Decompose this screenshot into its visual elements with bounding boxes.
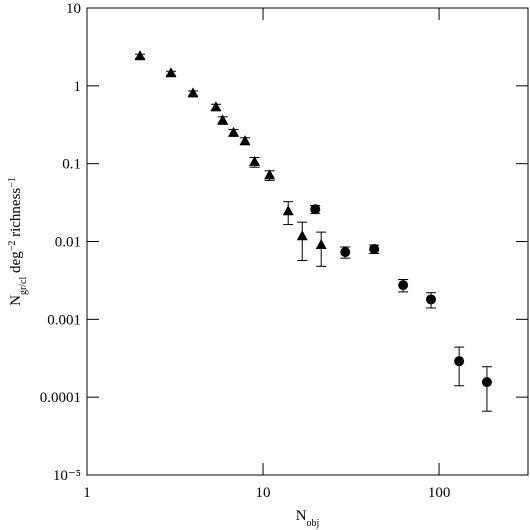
x-tick-label: 10 <box>256 485 271 501</box>
y-axis-label-part: deg <box>8 251 24 277</box>
y-axis-label-part: richness <box>8 188 24 241</box>
circle-marker <box>310 204 321 215</box>
circle-marker <box>454 356 465 367</box>
triangle-marker <box>165 67 177 78</box>
x-tick-label: 1 <box>83 485 91 501</box>
x-axis-label-part: N <box>296 508 307 524</box>
triangle-marker <box>134 50 146 61</box>
circle-marker <box>426 294 437 305</box>
x-axis-label-part: obj <box>307 518 320 529</box>
triangle-marker <box>187 87 199 98</box>
y-tick-label: 10 <box>66 1 81 17</box>
triangle-marker <box>217 114 229 125</box>
y-tick-label: 1 <box>74 79 82 95</box>
y-axis-label-part: −2 <box>7 241 18 252</box>
y-tick-label: 0.01 <box>55 235 81 251</box>
y-tick-label: 0.1 <box>62 157 81 173</box>
triangle-marker <box>315 239 327 250</box>
y-tick-label: 10⁻⁵ <box>53 468 81 484</box>
circle-marker <box>369 244 380 255</box>
error-bar <box>481 366 492 412</box>
triangle-marker <box>296 230 308 241</box>
triangle-marker <box>239 135 251 146</box>
triangle-marker <box>210 101 222 112</box>
y-tick-label: 0.0001 <box>40 390 81 406</box>
plot-frame <box>86 7 529 476</box>
x-axis-label: Nobj <box>296 508 320 529</box>
circle-marker <box>340 247 351 258</box>
triangle-marker <box>228 126 240 137</box>
circle-marker <box>481 377 492 388</box>
error-bar <box>316 231 327 267</box>
error-bar <box>297 221 308 262</box>
triangle-marker <box>249 156 261 167</box>
y-axis-label: Ngr/cl deg−2 richness−1 <box>7 177 29 306</box>
error-bar <box>454 346 465 387</box>
y-axis-label-part: −1 <box>7 177 18 188</box>
y-tick-label: 0.001 <box>47 312 81 328</box>
y-axis-label-part: gr/cl <box>18 277 29 296</box>
x-tick-label: 100 <box>428 485 451 501</box>
circle-marker <box>398 280 409 291</box>
y-axis-label-part: N <box>8 295 24 306</box>
triangle-marker <box>282 205 294 216</box>
triangle-marker <box>264 169 276 180</box>
